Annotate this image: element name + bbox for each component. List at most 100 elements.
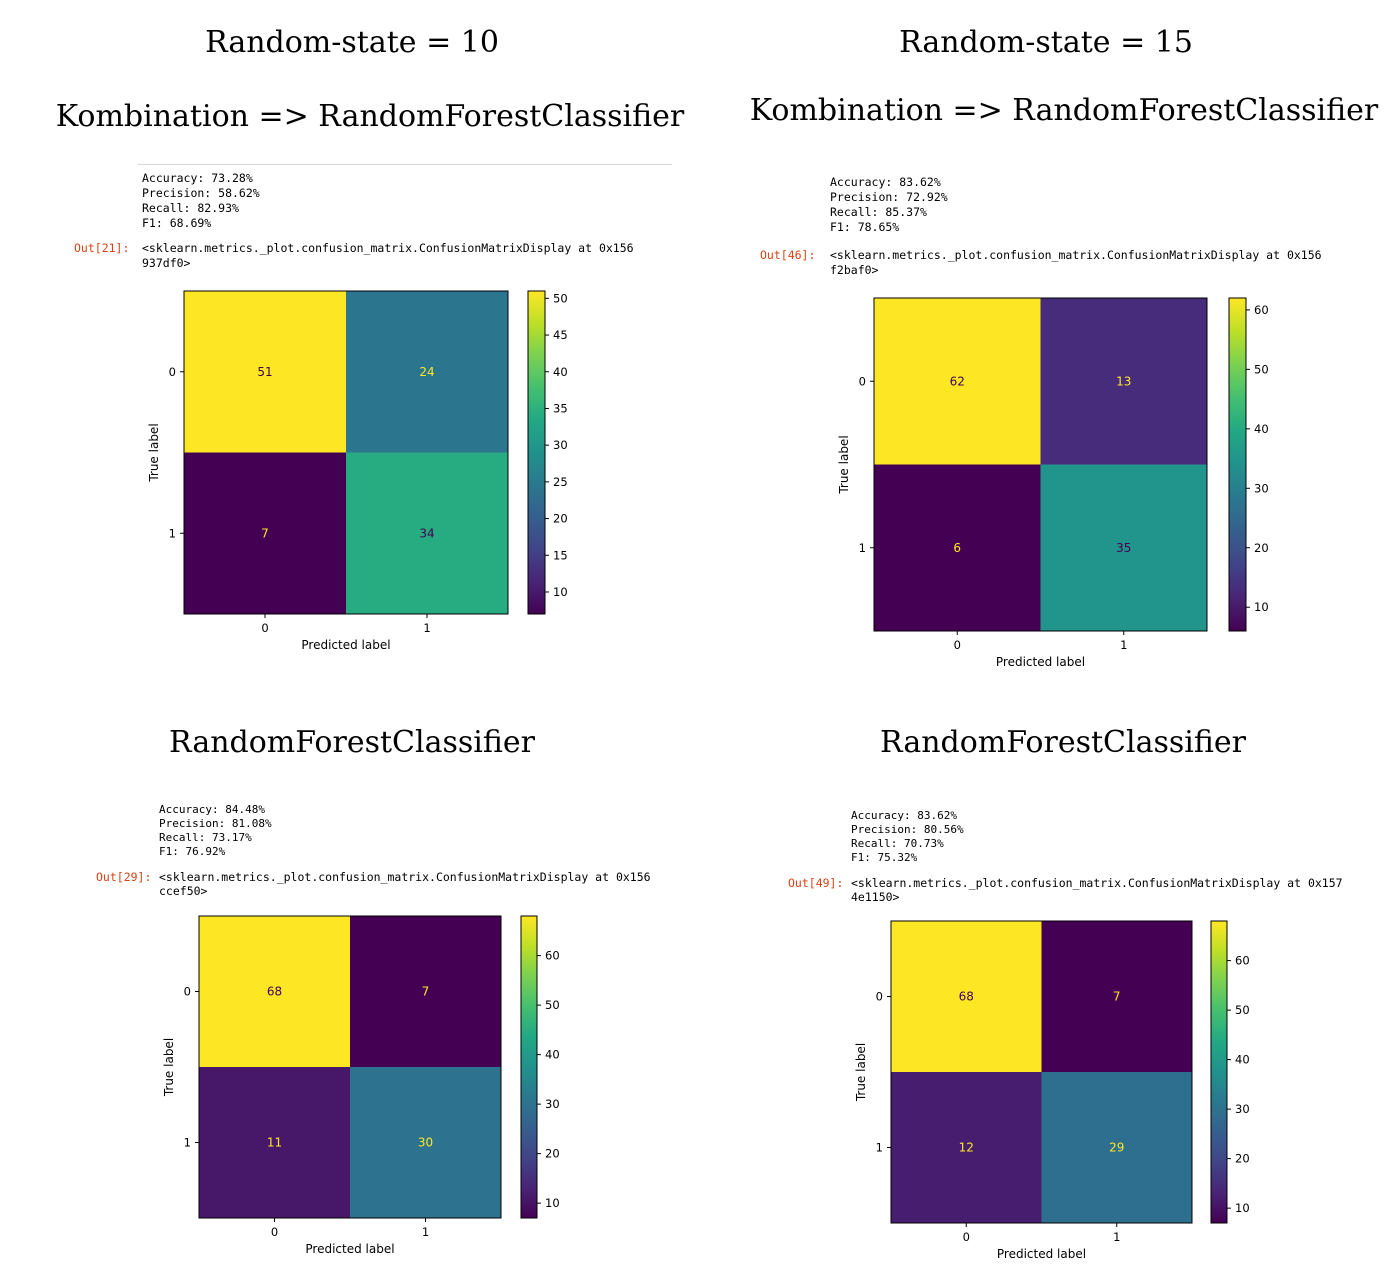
- metrics-output: Accuracy: 84.48% Precision: 81.08% Recal…: [159, 803, 272, 859]
- colorbar-tick-label: 60: [1254, 303, 1269, 317]
- plot-frame: [873, 297, 1208, 632]
- x-tick-label: 0: [261, 621, 268, 635]
- cell-value-label: 30: [418, 1136, 433, 1150]
- cell-value-label: 12: [959, 1141, 974, 1155]
- cell-value-label: 35: [1116, 541, 1131, 555]
- recall-text: Recall: 85.37%: [830, 205, 927, 219]
- precision-text: Precision: 58.62%: [142, 186, 260, 200]
- x-axis-label: Predicted label: [996, 655, 1085, 669]
- colorbar: [1210, 920, 1228, 1224]
- cell-value-label: 62: [950, 374, 965, 388]
- f1-text: F1: 76.92%: [159, 845, 226, 858]
- cell-value-label: 24: [419, 365, 434, 379]
- precision-text: Precision: 80.56%: [851, 823, 964, 836]
- x-axis-label: Predicted label: [301, 638, 390, 652]
- heading-rf-left: RandomForestClassifier: [169, 725, 535, 760]
- matrix-cell: [1041, 921, 1192, 1072]
- accuracy-text: Accuracy: 73.28%: [142, 171, 253, 185]
- matrix-cell: [350, 916, 501, 1067]
- x-axis-label: Predicted label: [997, 1247, 1086, 1261]
- out-text-line-2: 4e1150>: [851, 890, 900, 904]
- out-prompt: Out[21]:: [74, 241, 130, 255]
- f1-text: F1: 78.65%: [830, 220, 900, 234]
- colorbar-tick-label: 20: [553, 512, 568, 526]
- y-tick-label: 1: [169, 526, 176, 540]
- colorbar-tick-label: 20: [1235, 1152, 1250, 1166]
- matrix-cell: [1040, 298, 1207, 465]
- accuracy-text: Accuracy: 83.62%: [830, 175, 941, 189]
- plot-frame: [890, 920, 1193, 1224]
- plot-frame: [198, 915, 502, 1219]
- out-text-line-1: <sklearn.metrics._plot.confusion_matrix.…: [830, 248, 1322, 262]
- f1-text: F1: 68.69%: [142, 216, 212, 230]
- cell-value-label: 34: [419, 526, 434, 540]
- colorbar-tick-label: 25: [553, 475, 568, 489]
- x-axis-label: Predicted label: [305, 1242, 394, 1256]
- cell-value-label: 13: [1116, 374, 1131, 388]
- matrix-cell: [199, 1067, 350, 1218]
- out-prompt: Out[29]:: [96, 870, 152, 884]
- colorbar-tick-label: 35: [553, 401, 568, 415]
- colorbar-tick-label: 20: [545, 1147, 560, 1161]
- colorbar-tick-label: 50: [545, 998, 560, 1012]
- colorbar-tick-label: 10: [1254, 600, 1269, 614]
- y-tick-label: 1: [876, 1141, 883, 1155]
- y-axis-label: True label: [837, 435, 851, 494]
- cell-divider: [138, 164, 672, 165]
- out-text-line-1: <sklearn.metrics._plot.confusion_matrix.…: [159, 870, 651, 884]
- y-axis-label: True label: [162, 1038, 176, 1097]
- colorbar-tick-label: 15: [553, 548, 568, 562]
- colorbar-tick-label: 40: [1235, 1053, 1250, 1067]
- heading-rf-right: RandomForestClassifier: [880, 725, 1246, 760]
- y-tick-label: 1: [184, 1136, 191, 1150]
- x-tick-label: 1: [1113, 1230, 1120, 1244]
- y-axis-label: True label: [854, 1043, 868, 1102]
- y-tick-label: 0: [184, 985, 191, 999]
- colorbar-tick-label: 50: [1235, 1003, 1250, 1017]
- x-tick-label: 0: [963, 1230, 970, 1244]
- x-tick-label: 0: [954, 638, 961, 652]
- matrix-cell: [874, 298, 1041, 465]
- matrix-cell: [1040, 464, 1207, 631]
- colorbar-tick-label: 40: [545, 1048, 560, 1062]
- out-text-line-2: f2baf0>: [830, 263, 879, 277]
- colorbar-tick-label: 40: [1254, 422, 1269, 436]
- precision-text: Precision: 72.92%: [830, 190, 948, 204]
- matrix-cell: [346, 291, 508, 453]
- colorbar-tick-label: 60: [1235, 954, 1250, 968]
- recall-text: Recall: 82.93%: [142, 201, 239, 215]
- matrix-cell: [346, 452, 508, 614]
- matrix-cell: [184, 291, 346, 453]
- recall-text: Recall: 70.73%: [851, 837, 944, 850]
- x-tick-label: 1: [422, 1225, 429, 1239]
- metrics-output: Accuracy: 83.62% Precision: 80.56% Recal…: [851, 809, 964, 865]
- colorbar-tick-label: 10: [1235, 1201, 1250, 1215]
- matrix-cell: [1041, 1072, 1192, 1223]
- out-text-line-2: 937df0>: [142, 256, 191, 270]
- cell-value-label: 68: [267, 985, 282, 999]
- cell-value-label: 51: [257, 365, 272, 379]
- y-axis-label: True label: [147, 423, 161, 482]
- colorbar-tick-label: 30: [1254, 481, 1269, 495]
- heading-combination-left: Kombination => RandomForestClassifier: [55, 99, 685, 134]
- colorbar-tick-label: 30: [553, 438, 568, 452]
- heading-random-state-15: Random-state = 15: [899, 25, 1193, 60]
- matrix-cell: [184, 452, 346, 614]
- out-prompt: Out[49]:: [788, 876, 844, 890]
- out-text-line-1: <sklearn.metrics._plot.confusion_matrix.…: [851, 876, 1343, 890]
- matrix-cell: [199, 916, 350, 1067]
- out-text-line-1: <sklearn.metrics._plot.confusion_matrix.…: [142, 241, 634, 255]
- plot-frame: [183, 290, 509, 615]
- x-tick-label: 1: [1120, 638, 1127, 652]
- colorbar-tick-label: 30: [545, 1097, 560, 1111]
- accuracy-text: Accuracy: 83.62%: [851, 809, 957, 822]
- colorbar: [527, 290, 546, 615]
- colorbar-tick-label: 10: [545, 1196, 560, 1210]
- y-tick-label: 0: [859, 374, 866, 388]
- cell-value-label: 11: [267, 1136, 282, 1150]
- colorbar: [520, 915, 538, 1219]
- colorbar-tick-label: 60: [545, 949, 560, 963]
